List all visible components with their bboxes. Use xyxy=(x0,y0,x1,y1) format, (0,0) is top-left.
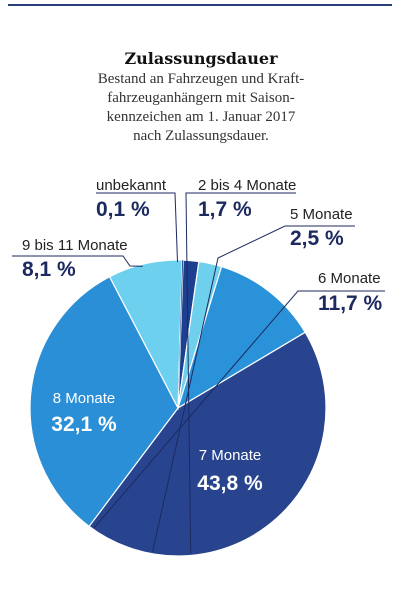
pie-slice-5 xyxy=(29,275,179,528)
pie-slice-4 xyxy=(88,331,327,557)
slice-value-1: 1,7 % xyxy=(198,198,252,221)
top-rule xyxy=(8,4,392,6)
slice-label-5: 8 Monate xyxy=(53,390,116,407)
slice-label-4: 7 Monate xyxy=(199,447,262,464)
slice-label-2: 5 Monate xyxy=(290,206,353,223)
slice-value-2: 2,5 % xyxy=(290,227,344,250)
leader-line-7 xyxy=(96,192,178,263)
slice-value-5: 32,1 % xyxy=(51,413,117,436)
leader-line-2 xyxy=(152,225,355,552)
chart-subtitle: Bestand an Fahrzeugen und Kraft- fahrzeu… xyxy=(97,71,305,144)
slice-label-6: 9 bis 11 Monate xyxy=(22,237,128,254)
pie-slice-6 xyxy=(108,259,183,411)
slice-value-4: 43,8 % xyxy=(197,472,263,495)
slice-label-7: unbekannt xyxy=(96,177,167,194)
leader-line-1 xyxy=(185,192,296,554)
pie-slice-3 xyxy=(176,265,307,410)
slice-value-6: 8,1 % xyxy=(22,258,76,281)
slice-label-3: 6 Monate xyxy=(318,270,381,287)
slice-label-1: 2 bis 4 Monate xyxy=(198,177,296,194)
leader-line-3 xyxy=(93,290,385,528)
pie-slice-7 xyxy=(178,260,184,408)
leader-line-6 xyxy=(12,255,143,267)
chart-title: Zulassungsdauer xyxy=(124,49,278,68)
slice-value-3: 11,7 % xyxy=(318,292,383,315)
slice-value-7: 0,1 % xyxy=(96,198,150,221)
